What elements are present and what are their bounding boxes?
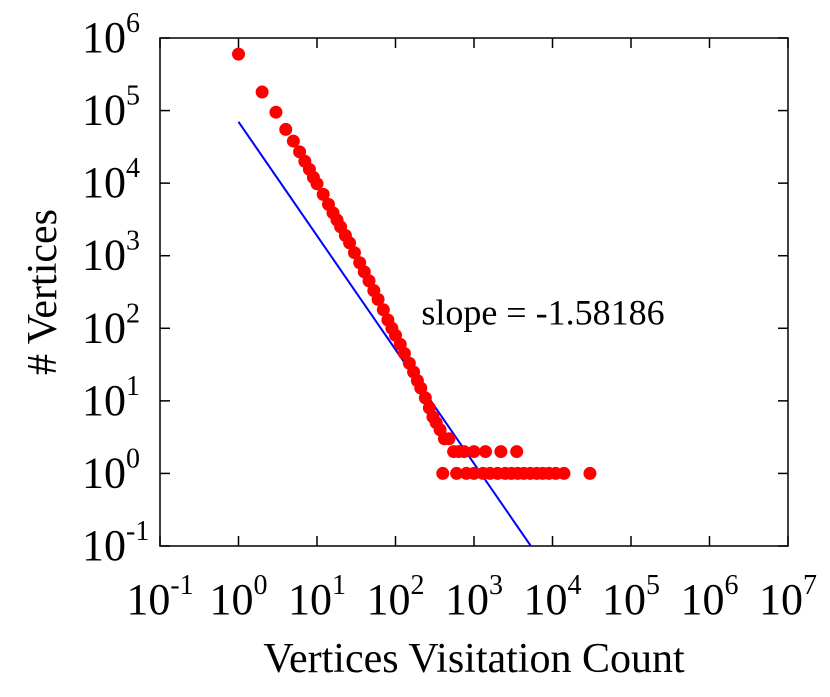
y-tick-labels: 10-1 100 101 102 103 104 105 106: [82, 8, 149, 570]
data-point: [494, 445, 508, 459]
x-tick-label: 102: [367, 570, 425, 624]
y-tick-label: 106: [82, 8, 140, 62]
x-axis-label: Vertices Visitation Count: [263, 636, 685, 682]
y-tick-label: 100: [82, 443, 140, 497]
annotation-layer: slope = -1.58186: [421, 292, 664, 332]
x-tick-label: 104: [524, 570, 582, 624]
data-point: [316, 187, 330, 201]
x-tick-labels: 10-1 100 101 102 103 104 105 106 107: [126, 570, 817, 624]
data-point: [347, 246, 361, 260]
data-point: [457, 445, 471, 459]
fit-line-layer: [237, 121, 532, 547]
data-point: [442, 432, 456, 446]
data-point: [436, 466, 450, 480]
fit-line: [237, 121, 532, 547]
y-axis-label: # Vertices: [20, 209, 66, 375]
y-tick-label: 10-1: [82, 516, 149, 570]
data-point: [286, 134, 300, 148]
data-point: [397, 346, 411, 360]
data-point: [557, 466, 571, 480]
data-point: [583, 466, 597, 480]
x-tick-label: 103: [445, 570, 503, 624]
data-point: [414, 381, 428, 395]
y-tick-label: 104: [82, 153, 140, 207]
data-point: [343, 236, 357, 250]
data-point: [293, 145, 307, 159]
data-point: [467, 466, 481, 480]
x-tick-label: 106: [681, 570, 739, 624]
data-point: [310, 177, 324, 191]
x-tick-label: 100: [210, 570, 268, 624]
data-point: [467, 445, 481, 459]
data-point: [418, 391, 432, 405]
data-point: [450, 466, 464, 480]
data-point: [362, 274, 376, 288]
x-tick-label: 105: [602, 570, 660, 624]
data-point: [232, 47, 245, 61]
slope-annotation: slope = -1.58186: [421, 292, 664, 332]
y-tick-label: 105: [82, 81, 140, 135]
y-tick-label: 103: [82, 226, 140, 280]
data-point: [255, 85, 269, 99]
data-point: [478, 445, 492, 459]
data-point: [510, 445, 524, 459]
x-ticks: [159, 38, 789, 546]
data-point: [376, 303, 390, 317]
y-tick-label: 101: [82, 371, 140, 425]
data-point: [279, 122, 293, 136]
y-ticks: [160, 37, 788, 547]
data-point: [269, 105, 283, 119]
x-tick-label: 101: [288, 570, 346, 624]
points-layer: [232, 47, 597, 480]
x-tick-label: 107: [759, 570, 817, 624]
x-tick-label: 10-1: [126, 570, 193, 624]
plot-area: 10-1 100 101 102 103 104 105 106 107 10-11001011…: [82, 8, 817, 624]
y-tick-label: 102: [82, 298, 140, 352]
data-point: [371, 292, 385, 306]
